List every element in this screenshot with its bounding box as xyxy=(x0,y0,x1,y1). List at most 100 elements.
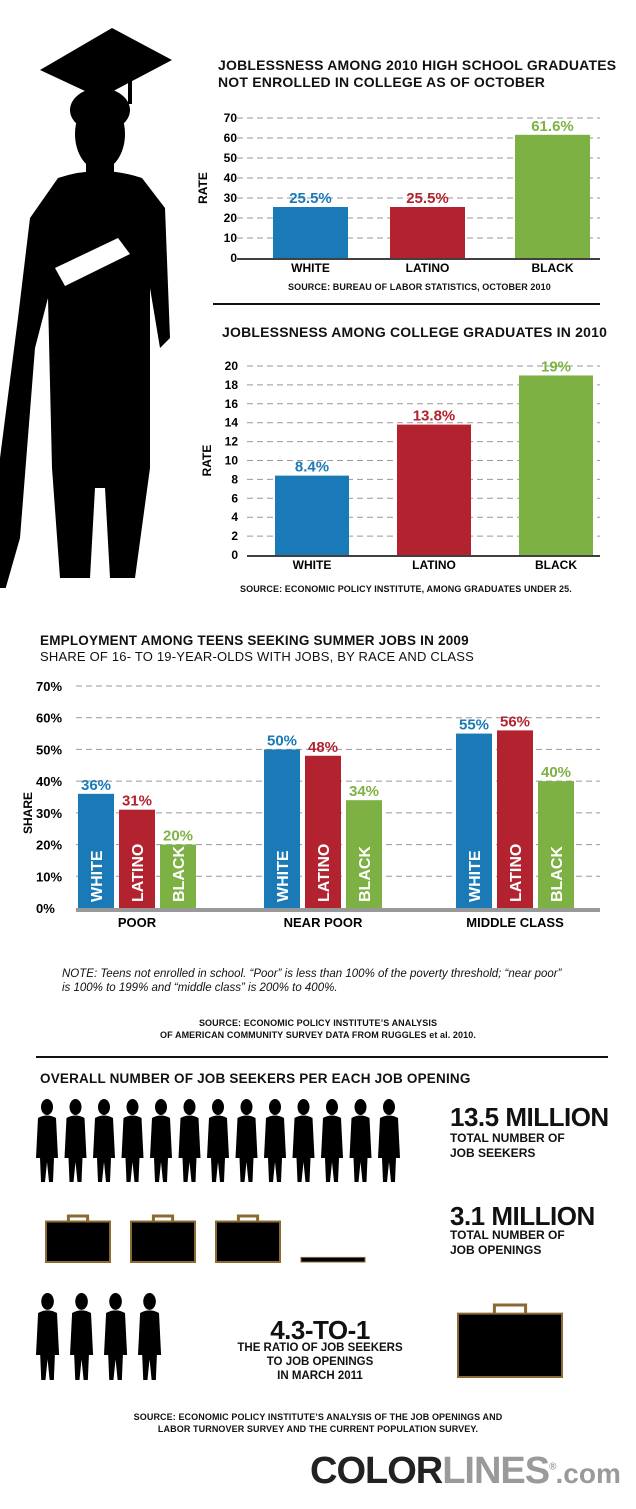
openings-label: TOTAL NUMBER OF JOB OPENINGS xyxy=(450,1228,565,1258)
chart1-ytick: 70 xyxy=(224,111,238,125)
job-opening-icon xyxy=(457,1303,563,1379)
job-seeker-icon xyxy=(93,1099,115,1182)
chart3-source-line1: SOURCE: ECONOMIC POLICY INSTITUTE’S ANAL… xyxy=(198,1018,438,1028)
ratio-icon-row xyxy=(36,1293,195,1380)
chart3-series-label: WHITE xyxy=(467,850,484,902)
chart1-title-line2: NOT ENROLLED IN COLLEGE AS OF OCTOBER xyxy=(218,74,546,90)
chart3-ytick: 10% xyxy=(36,869,62,884)
chart2-data-label: 13.8% xyxy=(413,408,456,425)
chart1-ytick: 50 xyxy=(224,151,238,165)
chart2-bar-white xyxy=(275,475,349,555)
job-seeker-icon xyxy=(36,1293,60,1380)
chart3-bar-white xyxy=(78,793,114,908)
job-seeker-icon xyxy=(349,1099,372,1182)
chart3-data-label: 36% xyxy=(81,777,111,794)
chart2-ytick: 6 xyxy=(231,491,238,505)
job-seeker-icon xyxy=(292,1099,315,1182)
chart3-subtitle: SHARE OF 16- TO 19-YEAR-OLDS WITH JOBS, … xyxy=(40,649,475,664)
job-seeker-icon xyxy=(321,1099,343,1182)
job-opening-icon xyxy=(45,1214,111,1263)
job-seeker-icon xyxy=(178,1099,201,1182)
chart3-data-label: 55% xyxy=(459,717,489,734)
divider-2 xyxy=(36,1056,608,1058)
chart2-ytick: 20 xyxy=(225,359,239,373)
chart3-ylabel: SHARE xyxy=(21,792,35,834)
chart2-ytick: 12 xyxy=(225,435,239,449)
chart1-ytick: 60 xyxy=(224,131,238,145)
chart2-title: JOBLESSNESS AMONG COLLEGE GRADUATES IN 2… xyxy=(222,324,608,340)
chart3-xtick: NEAR POOR xyxy=(284,915,363,930)
chart2-xtick: LATINO xyxy=(412,558,456,572)
chart2-source: SOURCE: ECONOMIC POLICY INSTITUTE, AMONG… xyxy=(240,584,572,594)
chart2-svg: 0 2 4 6 8 10 12 14 16 18 20 RATE 8.4% WHITE 13.8% LATIN… xyxy=(200,358,600,572)
chart3-series-label: LATINO xyxy=(508,844,525,902)
ratio-label: THE RATIO OF JOB SEEKERS TO JOB OPENINGS… xyxy=(220,1341,420,1383)
chart3-ytick: 20% xyxy=(36,838,62,853)
job-seeker-icon xyxy=(378,1099,400,1182)
chart1-bar-white xyxy=(273,207,348,258)
logo-part1: COLOR xyxy=(310,1450,443,1492)
seekers-label: TOTAL NUMBER OF JOB SEEKERS xyxy=(450,1131,565,1161)
chart2-ytick: 18 xyxy=(225,378,239,392)
chart2-ytick: 14 xyxy=(225,416,239,430)
job-seeker-icon xyxy=(235,1099,258,1182)
ratio-value: 4.3-TO-1 xyxy=(270,1315,370,1345)
chart1-xtick: BLACK xyxy=(532,261,574,275)
chart3-data-label: 56% xyxy=(500,713,530,730)
logo-registered: ® xyxy=(549,1461,556,1473)
chart3-title: EMPLOYMENT AMONG TEENS SEEKING SUMMER JO… xyxy=(40,633,469,648)
chart1-source: SOURCE: BUREAU OF LABOR STATISTICS, OCTO… xyxy=(288,282,551,292)
logo-part2: LINES xyxy=(442,1450,550,1492)
openings-label-line2: JOB OPENINGS xyxy=(450,1243,542,1257)
chart1-data-label: 61.6% xyxy=(531,118,574,135)
job-seeker-icon xyxy=(104,1293,128,1380)
openings-icon-row xyxy=(45,1214,366,1263)
ratio-label-line3: IN MARCH 2011 xyxy=(277,1370,363,1382)
job-seeker-icon xyxy=(121,1099,144,1182)
seekers-icon-row xyxy=(36,1099,400,1182)
seekers-source: SOURCE: ECONOMIC POLICY INSTITUTE’S ANAL… xyxy=(0,1411,636,1435)
chart3-data-label: 50% xyxy=(267,732,297,749)
job-seeker-icon xyxy=(36,1099,58,1182)
chart1-bar-black xyxy=(515,134,590,258)
seekers-label-line2: JOB SEEKERS xyxy=(450,1146,536,1160)
job-seeker-icon xyxy=(264,1099,286,1182)
chart3-series-label: WHITE xyxy=(89,850,106,902)
job-seeker-icon xyxy=(207,1099,229,1182)
chart3-bar-black xyxy=(346,800,382,908)
job-seeker-icon xyxy=(70,1293,94,1380)
chart1-title-line1: JOBLESSNESS AMONG 2010 HIGH SCHOOL GRADU… xyxy=(218,57,617,73)
chart3-series-label: LATINO xyxy=(130,844,147,902)
job-seeker-icon xyxy=(64,1099,87,1182)
chart1-data-label: 25.5% xyxy=(289,190,332,207)
chart1-title: JOBLESSNESS AMONG 2010 HIGH SCHOOL GRADU… xyxy=(218,57,628,91)
chart3-source-line2: OF AMERICAN COMMUNITY SURVEY DATA FROM R… xyxy=(160,1030,476,1040)
chart1-svg: 0 10 20 30 40 50 60 70 RATE 25.5% WHITE 25.5% LATINO… xyxy=(196,111,600,275)
chart3-data-label: 48% xyxy=(308,739,338,756)
chart3-xtick: POOR xyxy=(118,915,157,930)
chart2-xtick: BLACK xyxy=(535,558,577,572)
chart3-data-label: 40% xyxy=(541,764,571,781)
colorlines-logo: COLORLINES®.com xyxy=(310,1450,621,1493)
job-seeker-icon xyxy=(172,1293,195,1380)
chart3-data-label: 20% xyxy=(163,828,193,845)
chart3-ytick: 70% xyxy=(36,679,62,694)
chart2-ytick: 0 xyxy=(231,548,238,562)
openings-label-line1: TOTAL NUMBER OF xyxy=(450,1228,565,1242)
ratio-label-line2: TO JOB OPENINGS xyxy=(266,1356,374,1368)
chart3-series-label: BLACK xyxy=(549,846,566,902)
chart1-ytick: 30 xyxy=(224,191,238,205)
chart3-data-label: 31% xyxy=(122,793,152,810)
chart3-bar-latino xyxy=(497,730,533,908)
chart2-ytick: 8 xyxy=(231,472,238,486)
graduate-silhouette-icon xyxy=(0,28,172,588)
chart3-bar-latino xyxy=(305,755,341,908)
job-opening-icon xyxy=(130,1214,196,1263)
chart3-data-label: 34% xyxy=(349,783,379,800)
chart3-bar-white xyxy=(456,733,492,908)
chart1-xtick: WHITE xyxy=(291,261,330,275)
divider-1 xyxy=(213,303,600,305)
logo-part3: .com xyxy=(555,1458,621,1489)
chart1-ytick: 10 xyxy=(224,231,238,245)
job-opening-partial-icon xyxy=(300,1256,366,1263)
